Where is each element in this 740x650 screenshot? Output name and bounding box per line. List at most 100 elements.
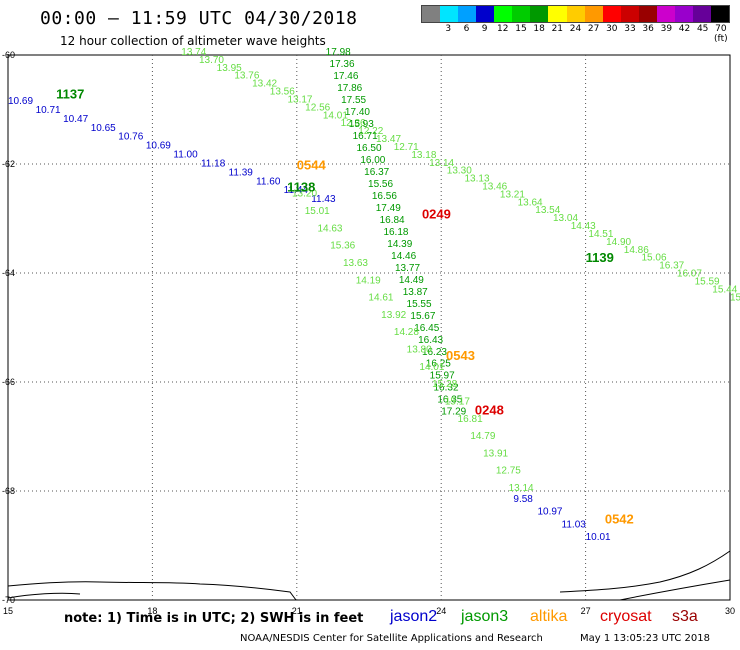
wave-height-value: 14.28 (394, 327, 419, 338)
satellite-tracks: 10.6910.7110.4710.6510.7610.6911.0011.18… (8, 47, 740, 543)
wave-height-value: 14.63 (317, 223, 342, 234)
longitude-label: 15 (3, 606, 13, 616)
color-legend-label: 15 (515, 24, 527, 34)
pass-time-label: 0248 (475, 403, 504, 418)
wave-height-value: 17.55 (341, 95, 366, 106)
wave-height-value: 15.36 (330, 241, 355, 252)
color-swatch (548, 6, 567, 22)
wave-height-value: 12.75 (496, 466, 521, 477)
longitude-label: 24 (436, 606, 446, 616)
wave-height-value: 13.63 (343, 258, 368, 269)
color-swatch (476, 6, 495, 22)
wave-height-value: 16.71 (353, 131, 378, 142)
wave-height-value: 16.37 (659, 261, 684, 272)
color-swatch (422, 6, 441, 22)
map-frame (7, 54, 731, 601)
wave-height-value: 13.47 (376, 134, 401, 145)
wave-height-value: 13.14 (509, 483, 534, 494)
satellite-legend-jason2: jason2 (390, 608, 438, 625)
wave-height-value: 15.97 (430, 371, 455, 382)
satellite-legend-s3a: s3a (672, 608, 698, 625)
wave-height-value: 15.1 (730, 292, 740, 303)
wave-height-value: 10.47 (63, 114, 88, 125)
map-grid (8, 55, 730, 600)
color-legend-label: 39 (660, 24, 673, 34)
wave-height-value: 16.23 (422, 347, 447, 358)
wave-height-value: 13.14 (429, 158, 454, 169)
longitude-label: 18 (147, 606, 157, 616)
coastline (7, 550, 731, 601)
wave-height-value: 13.64 (518, 197, 543, 208)
wave-height-value: 15.93 (349, 119, 374, 130)
wave-height-value: 13.18 (411, 150, 436, 161)
wave-height-value: 14.01 (419, 362, 444, 373)
color-swatch (620, 6, 639, 22)
wave-height-value: 13.13 (464, 174, 489, 185)
wave-height-value: 13.56 (270, 87, 295, 98)
wave-height-value: 16.25 (426, 359, 451, 370)
wave-height-value: 10.76 (118, 132, 143, 143)
wave-height-value: 15.06 (641, 253, 666, 264)
color-legend-label: 18 (533, 24, 545, 34)
color-legend: 3 6 9 12 15 18 21 24 27 30 33 36 39 42 45 70 (ft) (421, 5, 730, 44)
wave-height-value: 16.35 (437, 395, 462, 406)
wave-height-value: 9.58 (513, 494, 533, 505)
latitude-label: -66 (2, 377, 15, 387)
pass-time-label: 1138 (287, 179, 315, 194)
wave-height-value: 15.56 (368, 179, 393, 190)
wave-height-value: 16.18 (383, 227, 408, 238)
wave-height-value: 15.44 (712, 284, 737, 295)
pass-time-labels: 1137 0544 1138 0249 1139 0543 0248 0542 (56, 87, 634, 527)
wave-height-value: 11.18 (201, 158, 226, 169)
color-legend-label: 33 (624, 24, 636, 34)
generated-date: May 1 13:05:23 UTC 2018 (580, 633, 710, 644)
wave-height-value: 13.74 (181, 47, 206, 58)
wave-height-value: 16.07 (677, 269, 702, 280)
wave-height-value: 13.77 (395, 263, 420, 274)
wave-height-value: 15.17 (445, 396, 470, 407)
wave-height-value: 10.69 (8, 96, 33, 107)
wave-height-value: 15.28 (432, 379, 457, 390)
color-legend-label: 9 (481, 24, 488, 34)
wave-height-value: 13.76 (234, 71, 259, 82)
wave-height-value: 16.37 (364, 167, 389, 178)
wave-height-value: 14.61 (368, 293, 393, 304)
color-legend-label: 45 (696, 24, 709, 34)
wave-height-value: 10.97 (537, 507, 562, 518)
latitude-label: -64 (2, 268, 15, 278)
color-swatch (494, 6, 513, 22)
color-swatch (602, 6, 621, 22)
wave-height-value: 11.44 (284, 185, 309, 196)
axis-labels: 15 18 21 24 27 30 -60 -62 -64 -66 -68 -70 (2, 50, 735, 616)
wave-height-value: 17.40 (345, 107, 370, 118)
wave-height-value: 13.70 (199, 55, 224, 66)
wave-height-value: 13.87 (403, 287, 428, 298)
wave-height-value: 15.01 (305, 206, 330, 217)
wave-height-value: 16.45 (414, 323, 439, 334)
longitude-label: 21 (292, 606, 302, 616)
pass-time-label: 0543 (446, 348, 475, 363)
wave-height-value: 15.67 (410, 311, 435, 322)
color-legend-label: 12 (497, 24, 509, 34)
wave-height-value: 14.19 (356, 275, 381, 286)
wave-height-value: 13.95 (217, 63, 242, 74)
latitude-label: -62 (2, 159, 15, 169)
page-subtitle: 12 hour collection of altimeter wave hei… (60, 34, 326, 48)
wave-height-value: 13.54 (535, 205, 560, 216)
wave-height-value: 12.56 (305, 102, 330, 113)
color-swatch (530, 6, 549, 22)
wave-height-value: 14.86 (624, 245, 649, 256)
pass-time-label: 0544 (297, 157, 327, 172)
wave-height-value: 11.60 (256, 176, 281, 187)
wave-height-value: 14.49 (399, 275, 424, 286)
wave-height-value: 14.46 (391, 251, 416, 262)
color-swatch (656, 6, 675, 22)
color-swatch (711, 6, 730, 22)
wave-height-value: 12.71 (394, 142, 419, 153)
color-swatch (692, 6, 711, 22)
color-swatch (458, 6, 477, 22)
wave-height-value: 17.86 (337, 83, 362, 94)
footnote: note: 1) Time is in UTC; 2) SWH is in fe… (64, 611, 364, 626)
wave-height-value: 14.01 (323, 110, 348, 121)
